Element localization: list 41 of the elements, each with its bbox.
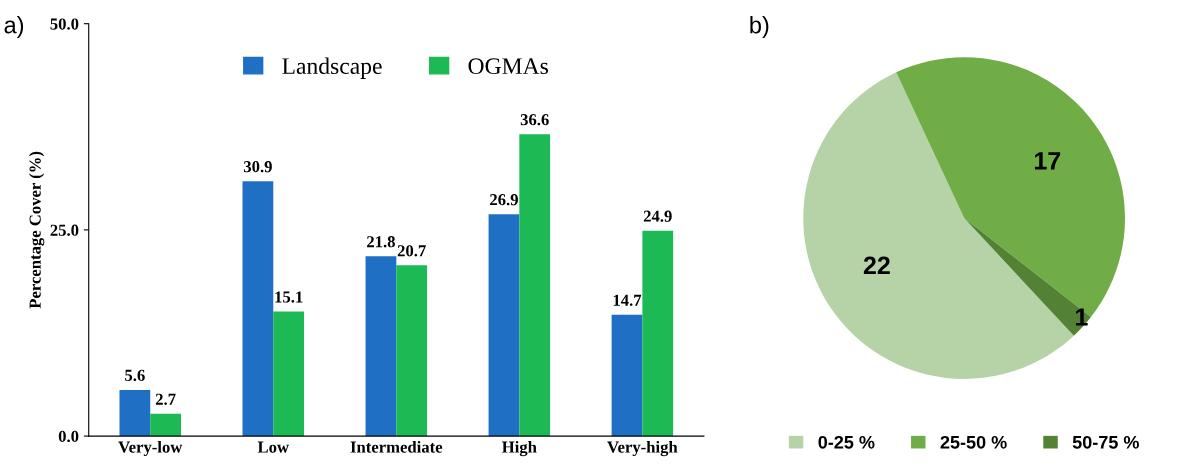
- data-label: 5.6: [125, 369, 145, 382]
- legend-label: 25-50 %: [940, 435, 1007, 449]
- y-axis-title: Percentage Cover (%): [29, 151, 45, 309]
- bar: [242, 181, 274, 437]
- text: a): [4, 16, 24, 39]
- x-tick-label: Very-high: [607, 440, 678, 457]
- bar: [119, 389, 151, 437]
- data-label: 15.1: [275, 291, 303, 303]
- data-label: 36.6: [520, 114, 549, 126]
- bar: [611, 314, 643, 437]
- bar: [150, 413, 181, 437]
- x-tick-label: High: [502, 440, 537, 457]
- pie-slice: [964, 218, 1091, 336]
- bar: [519, 134, 551, 437]
- legend-label: Landscape: [282, 57, 382, 79]
- data-label: 14.7: [613, 294, 642, 306]
- data-label: 2.7: [155, 393, 176, 405]
- data-label: 24.9: [643, 210, 672, 222]
- bar: [642, 230, 674, 437]
- data-label: 21.8: [367, 236, 395, 248]
- bar: [488, 214, 520, 437]
- legend-label: 50-75 %: [1072, 435, 1139, 449]
- legend-label: OGMAs: [468, 58, 548, 75]
- x-tick-label: Very-low: [118, 440, 183, 457]
- x-tick-label: Low: [257, 441, 289, 453]
- y-tick-label: 0.0: [58, 430, 79, 443]
- data-label: 30.9: [243, 161, 272, 173]
- bar: [396, 265, 428, 437]
- data-label: 22: [863, 256, 890, 274]
- y-tick-label: 50.0: [50, 18, 79, 30]
- legend-label: 0-25 %: [818, 435, 875, 449]
- data-label: 1: [1076, 308, 1088, 326]
- data-label: 20.7: [397, 245, 426, 257]
- pie-slice: [803, 72, 1074, 379]
- bar: [273, 311, 305, 437]
- bar: [365, 256, 397, 437]
- x-tick-label: Intermediate: [350, 440, 443, 453]
- y-tick-label: 25.0: [50, 224, 79, 236]
- data-label: 26.9: [490, 194, 518, 206]
- data-label: 17: [1034, 152, 1061, 170]
- text: b): [750, 16, 769, 39]
